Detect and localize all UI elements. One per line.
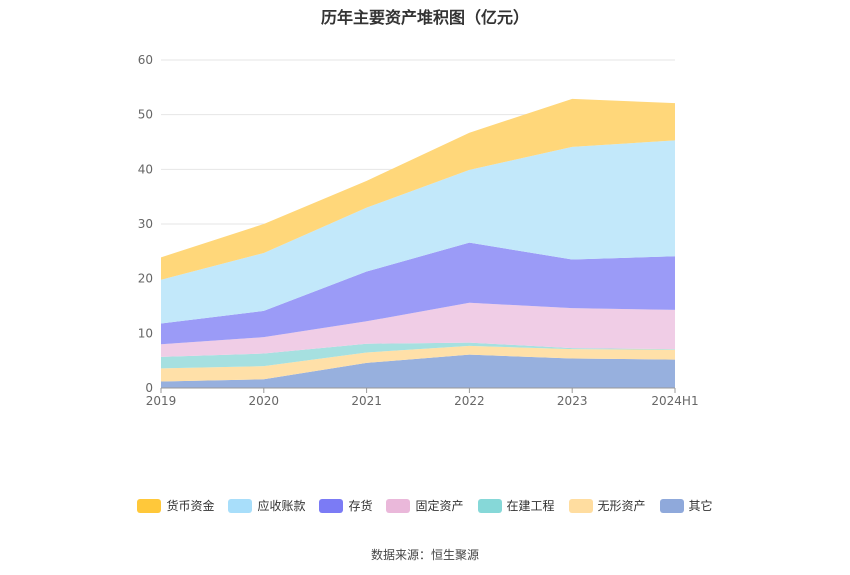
- legend-swatch: [568, 498, 593, 513]
- y-tick-label: 30: [138, 217, 153, 231]
- x-tick-label: 2020: [249, 394, 280, 408]
- legend-label: 其它: [688, 499, 713, 513]
- area-6: [161, 140, 675, 324]
- legend-item[interactable]: 应收账款: [228, 497, 305, 514]
- y-tick-label: 40: [138, 162, 153, 176]
- x-tick-label: 2019: [146, 394, 177, 408]
- area-3: [161, 342, 675, 369]
- y-tick-label: 60: [138, 53, 153, 67]
- y-tick-label: 0: [145, 381, 153, 395]
- legend-item[interactable]: 无形资产: [568, 497, 646, 514]
- legend-swatch: [228, 498, 253, 513]
- x-tick-label: 2021: [351, 394, 382, 408]
- legend-swatch: [319, 498, 344, 513]
- legend: 货币资金 应收账款 存货 固定资产 在建工程 无形资产 其它: [0, 497, 850, 514]
- data-source: 数据来源：恒生聚源: [370, 548, 479, 562]
- area-2: [161, 345, 675, 382]
- legend-label: 存货: [348, 499, 373, 513]
- legend-label: 货币资金: [166, 499, 215, 513]
- legend-swatch: [659, 498, 684, 513]
- area-series: [161, 98, 675, 388]
- y-tick-label: 50: [138, 108, 153, 122]
- legend-label: 无形资产: [597, 499, 646, 513]
- legend-swatch: [137, 498, 162, 513]
- area-5: [161, 242, 675, 345]
- legend-item[interactable]: 存货: [319, 497, 372, 514]
- x-tick-label: 2023: [557, 394, 588, 408]
- area-4: [161, 302, 675, 357]
- axes: 0 10 20 30 40 50 60 2019 2020 2021 2022 2023 2024H1: [138, 53, 699, 408]
- y-tick-label: 20: [138, 272, 153, 286]
- legend-label: 固定资产: [415, 499, 464, 513]
- legend-item[interactable]: 其它: [659, 497, 713, 514]
- legend-label: 应收账款: [257, 499, 306, 513]
- area-7: [161, 98, 675, 280]
- legend-swatch: [477, 498, 502, 513]
- x-tick-label: 2024H1: [651, 394, 698, 408]
- area-1: [161, 354, 675, 388]
- chart-title: 历年主要资产堆积图（亿元）: [320, 8, 529, 27]
- legend-item[interactable]: 货币资金: [137, 497, 214, 514]
- y-tick-label: 10: [138, 326, 153, 340]
- legend-swatch: [386, 498, 411, 513]
- legend-item[interactable]: 在建工程: [477, 497, 555, 514]
- legend-item[interactable]: 固定资产: [386, 497, 464, 514]
- legend-label: 在建工程: [506, 499, 555, 513]
- x-tick-label: 2022: [454, 394, 485, 408]
